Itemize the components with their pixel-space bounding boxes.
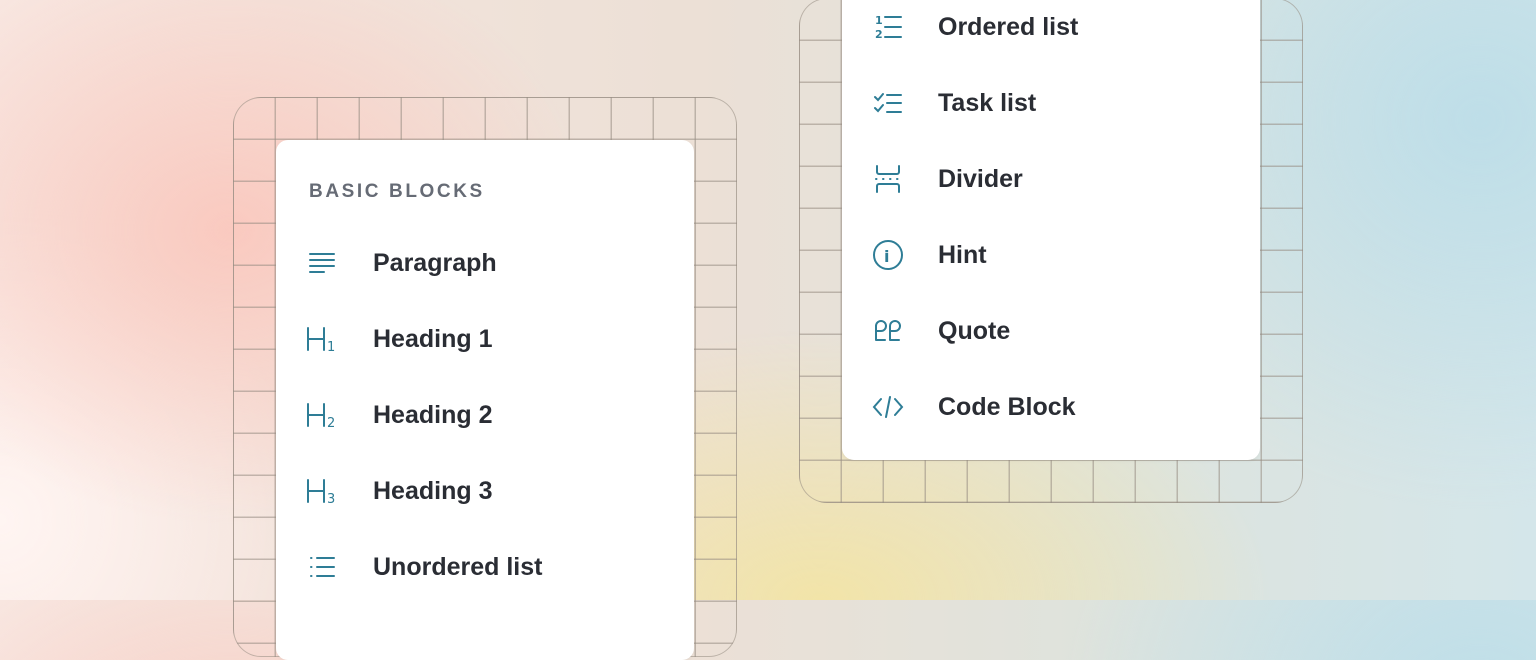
menu-item-label: Divider: [938, 164, 1023, 193]
heading-3-icon: 3: [304, 473, 340, 509]
menu-item-label: Quote: [938, 316, 1011, 345]
section-header: BASIC BLOCKS: [309, 181, 485, 202]
block-menu-basic: [276, 140, 694, 660]
menu-item-label: Task list: [938, 88, 1037, 117]
menu-item-label: Code Block: [938, 392, 1076, 421]
menu-item-label: Heading 1: [373, 324, 493, 353]
heading-2-icon: 2: [304, 397, 340, 433]
quote-icon: [870, 313, 906, 349]
menu-item-label: Heading 3: [373, 476, 493, 505]
svg-text:i: i: [884, 247, 889, 266]
svg-text:2: 2: [327, 416, 335, 430]
task-list-icon: [870, 85, 906, 121]
svg-text:3: 3: [327, 492, 335, 506]
svg-text:1: 1: [875, 14, 883, 27]
paragraph-icon: [304, 245, 340, 281]
block-menu-continued: [842, 0, 1260, 460]
menu-item-label: Hint: [938, 240, 987, 269]
menu-item-label: Heading 2: [373, 400, 493, 429]
divider-icon: [870, 161, 906, 197]
menu-item-label: Ordered list: [938, 12, 1079, 41]
menu-item-label: Paragraph: [373, 248, 497, 277]
svg-text:2: 2: [875, 28, 883, 41]
info-icon: i: [870, 237, 906, 273]
code-icon: [870, 389, 906, 425]
svg-text:1: 1: [327, 340, 335, 354]
heading-1-icon: 1: [304, 321, 340, 357]
unordered-list-icon: [304, 549, 340, 585]
menu-item-label: Unordered list: [373, 552, 543, 581]
